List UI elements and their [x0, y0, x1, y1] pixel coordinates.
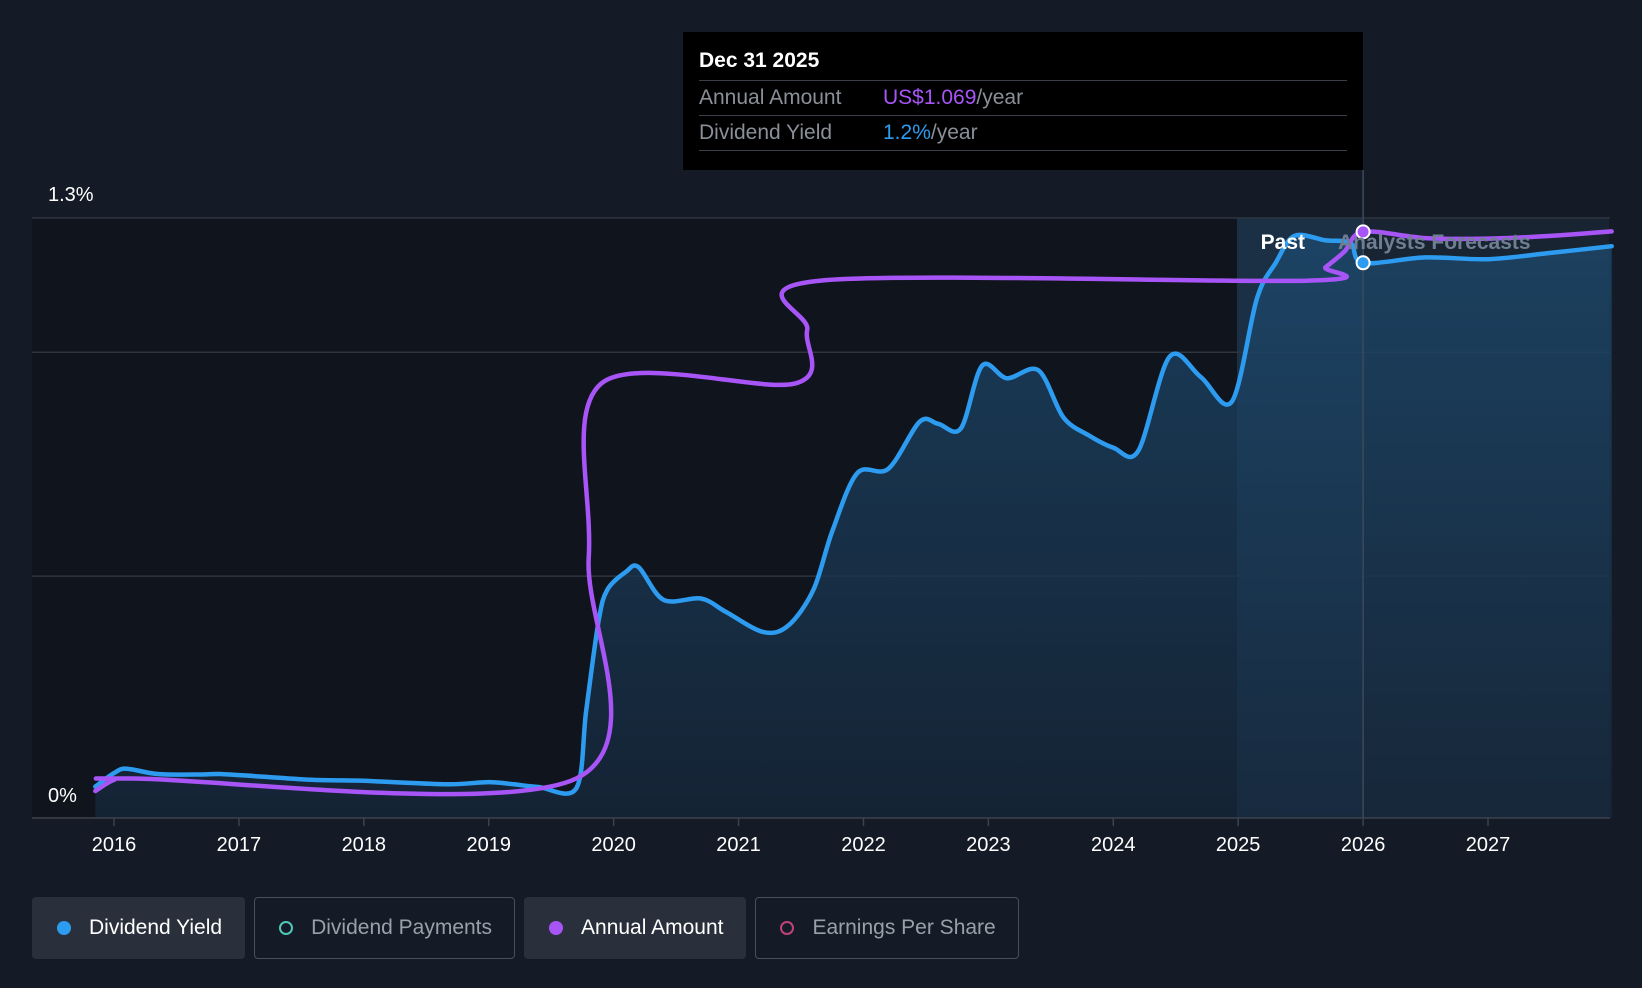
tooltip-row-dividend-yield: Dividend Yield 1.2% /year — [699, 115, 1347, 151]
tooltip-label: Annual Amount — [699, 86, 842, 109]
annual-amount-marker — [1355, 224, 1371, 240]
x-tick-label: 2021 — [716, 834, 761, 856]
cursor-markers — [1355, 224, 1371, 271]
legend: Dividend Yield Dividend Payments Annual … — [32, 897, 1019, 959]
past-label: Past — [1261, 231, 1305, 254]
x-tick-label: 2018 — [342, 834, 387, 856]
tooltip-unit: /year — [976, 86, 1024, 109]
x-tick-label: 2027 — [1466, 834, 1511, 856]
dividend-yield-line — [93, 232, 1614, 796]
legend-label: Dividend Yield — [89, 916, 223, 939]
x-tick-label: 2024 — [1091, 834, 1136, 856]
x-tick-label: 2019 — [466, 834, 511, 856]
tooltip-value: US$1.069 — [883, 86, 977, 109]
tooltip-row-annual-amount: Annual Amount US$1.069 /year — [699, 80, 1347, 115]
x-tick-label: 2026 — [1341, 834, 1386, 856]
x-tick-label: 2025 — [1216, 834, 1261, 856]
x-tick-label: 2022 — [841, 834, 886, 856]
dividend-yield-marker — [1355, 255, 1371, 271]
legend-earnings-per-share-button[interactable]: Earnings Per Share — [755, 897, 1019, 959]
x-axis: 2016 2017 2018 2019 2020 2021 2022 2023 2024 2025… — [92, 818, 1511, 856]
dot-icon — [57, 921, 71, 935]
x-tick-label: 2017 — [217, 834, 262, 856]
legend-annual-amount-button[interactable]: Annual Amount — [524, 897, 747, 959]
legend-label: Annual Amount — [581, 916, 724, 939]
ring-icon — [279, 921, 294, 935]
tooltip-unit: /year — [930, 121, 978, 144]
forecast-label: Analysts Forecasts — [1338, 231, 1531, 254]
legend-label: Earnings Per Share — [812, 916, 996, 939]
y-tick-label-top: 1.3% — [48, 184, 94, 206]
y-tick-label-bottom: 0% — [48, 785, 77, 807]
legend-dividend-payments-button[interactable]: Dividend Payments — [254, 897, 516, 959]
x-tick-label: 2016 — [92, 834, 137, 856]
tooltip: Dec 31 2025 Annual Amount US$1.069 /year… — [683, 32, 1363, 170]
tooltip-value: 1.2% — [883, 121, 931, 144]
x-tick-label: 2020 — [591, 834, 636, 856]
ring-icon — [780, 921, 795, 935]
legend-label: Dividend Payments — [311, 916, 493, 939]
legend-dividend-yield-button[interactable]: Dividend Yield — [32, 897, 246, 959]
dividend-yield-area — [95, 234, 1612, 818]
x-tick-label: 2023 — [966, 834, 1011, 856]
tooltip-label: Dividend Yield — [699, 121, 833, 144]
tooltip-date: Dec 31 2025 — [699, 49, 820, 72]
dot-icon — [549, 921, 564, 935]
